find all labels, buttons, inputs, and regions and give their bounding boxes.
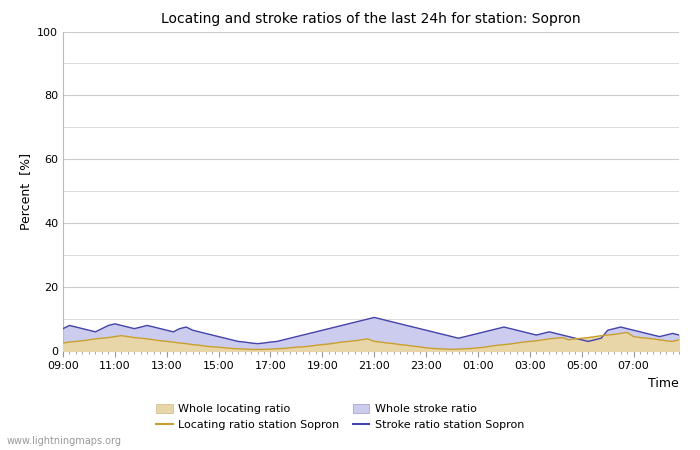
X-axis label: Time: Time	[648, 377, 679, 390]
Text: www.lightningmaps.org: www.lightningmaps.org	[7, 436, 122, 446]
Legend: Whole locating ratio, Locating ratio station Sopron, Whole stroke ratio, Stroke : Whole locating ratio, Locating ratio sta…	[152, 400, 528, 435]
Title: Locating and stroke ratios of the last 24h for station: Sopron: Locating and stroke ratios of the last 2…	[161, 12, 581, 26]
Y-axis label: Percent  [%]: Percent [%]	[19, 153, 32, 230]
